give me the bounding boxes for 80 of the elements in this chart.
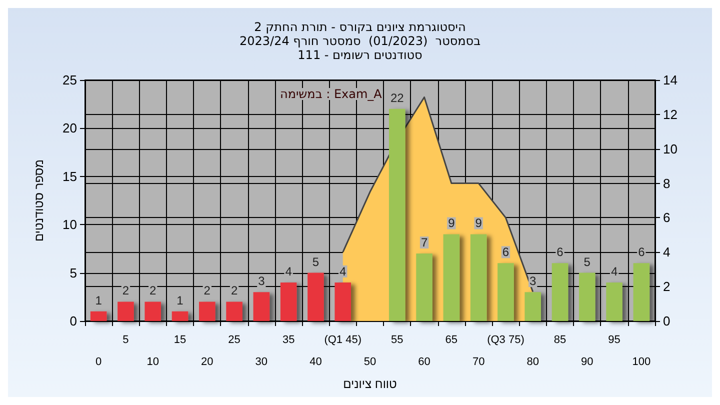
x-tick-label: 30: [255, 356, 268, 368]
y2-tick-label: 2: [663, 279, 670, 294]
x-tick-label: 55: [391, 334, 404, 346]
x-tick-label: 10: [146, 356, 159, 368]
y-axis-title: מספר סטודנטים: [32, 159, 46, 242]
data-label: 6: [502, 245, 510, 260]
data-label: 4: [340, 264, 347, 278]
bar: [579, 272, 596, 321]
data-label: 4: [610, 264, 618, 278]
y2-tick-label: 10: [663, 141, 678, 156]
data-label: 1: [95, 293, 102, 308]
y-tick-label: 20: [62, 120, 77, 136]
data-label: 3: [530, 274, 537, 288]
y-tick-label: 0: [70, 314, 77, 328]
bar: [334, 282, 351, 321]
chart-subtitle: בסמסטר (01/2023) סמסטר חורף 2023/24 סטודנטים רשומים - 111: [239, 34, 481, 62]
data-label: 6: [638, 245, 646, 260]
bar: [389, 108, 406, 321]
x-tick-label: 15: [174, 334, 186, 346]
bar: [172, 311, 188, 321]
annotation: במשימה : Exam_A: [280, 87, 383, 101]
x-tick-label: (Q1 45): [324, 334, 362, 346]
bar: [552, 263, 568, 321]
x-tick-label: 65: [445, 334, 458, 346]
bar: [524, 292, 541, 321]
bar: [253, 292, 270, 321]
y2-tick-label: 6: [663, 210, 670, 226]
bar: [199, 302, 216, 321]
x-tick-label: 85: [554, 334, 566, 346]
y2-tick-label: 4: [663, 244, 670, 260]
data-label: 9: [475, 216, 482, 230]
bar: [606, 282, 622, 321]
y2-tick-label: 14: [663, 72, 678, 88]
x-tick-label: 95: [608, 334, 620, 346]
x-tick-label: 40: [310, 356, 322, 368]
x-tick-label: 5: [122, 334, 129, 346]
data-label: 1: [176, 293, 184, 308]
x-tick-label: 25: [228, 334, 240, 346]
bar: [633, 263, 650, 321]
chart-title: היסטוגרמת ציונים בקורס - תורת החתק 2: [254, 20, 466, 34]
x-tick-label: (Q3 75): [487, 334, 524, 346]
y2-tick-label: 0: [663, 314, 670, 328]
bar: [280, 282, 297, 321]
data-label: 2: [122, 284, 130, 298]
data-label: 5: [584, 254, 591, 269]
y2-tick-label: 8: [663, 176, 670, 191]
data-label: 2: [204, 284, 211, 298]
data-label: 7: [420, 236, 428, 250]
x-tick-label: 50: [364, 356, 376, 368]
x-tick-label: 100: [632, 356, 651, 368]
y-tick-label: 25: [62, 72, 77, 88]
bar: [416, 254, 432, 321]
data-label: 22: [390, 90, 404, 105]
data-label: 3: [258, 274, 266, 288]
x-tick-label: 80: [526, 356, 539, 368]
data-label: 2: [150, 284, 157, 298]
y-tick-label: 5: [70, 265, 77, 280]
data-label: 4: [285, 264, 292, 278]
bar: [498, 263, 514, 321]
data-label: 5: [312, 254, 320, 269]
x-axis-title: טווח ציונים: [343, 376, 398, 391]
bar: [470, 234, 487, 321]
x-tick-label: 90: [581, 356, 594, 368]
x-tick-label: 0: [96, 356, 102, 368]
bar: [90, 311, 107, 321]
x-tick-label: 20: [201, 356, 214, 368]
bar: [144, 302, 161, 321]
x-tick-label: 35: [282, 334, 295, 346]
x-tick-label: 70: [472, 356, 485, 368]
bar: [308, 272, 324, 321]
data-label: 6: [556, 245, 564, 260]
data-label: 9: [448, 216, 456, 230]
bar: [118, 302, 134, 321]
y2-tick-label: 12: [663, 106, 678, 122]
bar: [226, 302, 242, 321]
y-tick-label: 10: [62, 217, 77, 232]
bar: [443, 234, 460, 321]
x-tick-label: 60: [418, 356, 430, 368]
data-label: 2: [230, 284, 238, 298]
y-tick-label: 15: [62, 168, 77, 184]
